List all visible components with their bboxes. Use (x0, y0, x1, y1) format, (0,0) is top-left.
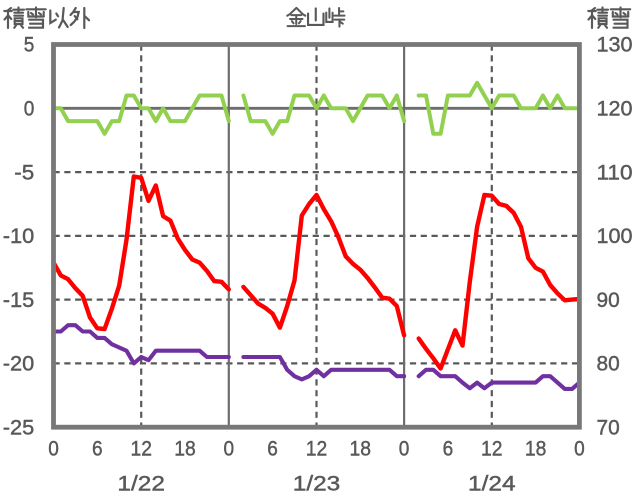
svg-text:0: 0 (48, 437, 59, 460)
svg-text:1/22: 1/22 (117, 473, 165, 496)
svg-text:1/23: 1/23 (293, 473, 341, 496)
svg-text:110: 110 (597, 161, 633, 184)
svg-text:18: 18 (350, 437, 372, 460)
svg-text:80: 80 (597, 353, 620, 376)
svg-text:0: 0 (24, 98, 35, 121)
svg-text:120: 120 (597, 98, 633, 121)
svg-text:1/24: 1/24 (468, 473, 516, 496)
svg-text:6: 6 (443, 437, 454, 460)
svg-text:-5: -5 (14, 161, 34, 184)
svg-text:-10: -10 (3, 225, 35, 248)
svg-text:18: 18 (525, 437, 547, 460)
svg-text:6: 6 (267, 437, 278, 460)
svg-text:-20: -20 (3, 353, 35, 376)
svg-text:-25: -25 (3, 416, 35, 439)
svg-text:-15: -15 (3, 289, 35, 312)
svg-text:0: 0 (224, 437, 235, 460)
svg-text:70: 70 (597, 416, 620, 439)
svg-text:12: 12 (130, 437, 152, 460)
svg-text:100: 100 (597, 225, 633, 248)
svg-text:6: 6 (92, 437, 103, 460)
svg-text:90: 90 (597, 289, 620, 312)
svg-text:0: 0 (574, 437, 585, 460)
svg-text:12: 12 (481, 437, 503, 460)
svg-text:5: 5 (24, 34, 35, 57)
svg-text:12: 12 (306, 437, 328, 460)
svg-text:18: 18 (174, 437, 196, 460)
svg-text:130: 130 (597, 34, 633, 57)
svg-text:0: 0 (399, 437, 410, 460)
